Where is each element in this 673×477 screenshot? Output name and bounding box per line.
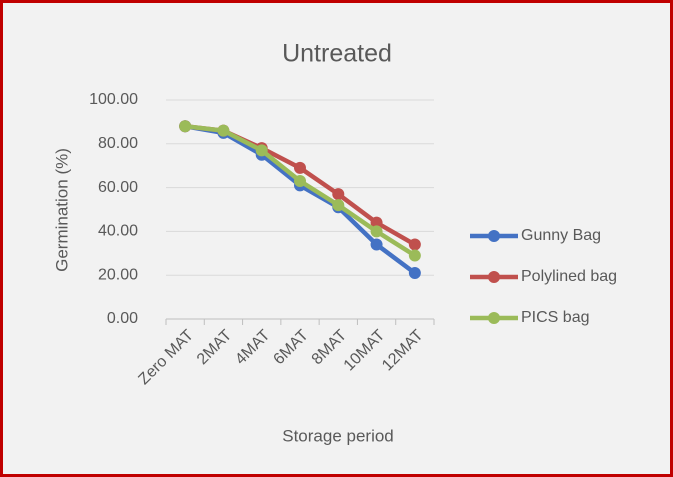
point <box>332 199 345 212</box>
y-tick-label: 100.00 <box>89 91 138 108</box>
point <box>370 238 383 251</box>
x-axis-label: Storage period <box>282 426 394 445</box>
point <box>408 249 421 262</box>
legend-marker <box>488 271 500 283</box>
y-tick-label: 20.00 <box>98 266 138 283</box>
legend-label: Polylined bag <box>521 268 617 285</box>
y-tick-label: 80.00 <box>98 135 138 152</box>
point <box>294 175 306 188</box>
point <box>255 144 268 157</box>
point <box>332 188 345 201</box>
point <box>217 124 230 137</box>
point <box>294 161 306 174</box>
y-tick-label: 0.00 <box>107 310 138 327</box>
point <box>179 120 192 133</box>
y-tick-label: 60.00 <box>98 179 138 196</box>
point <box>408 267 421 280</box>
point <box>370 216 383 229</box>
chart-title: Untreated <box>282 40 392 68</box>
legend-marker <box>488 230 500 242</box>
y-axis-label: Germination (%) <box>52 148 71 272</box>
legend-label: Gunny Bag <box>521 227 601 244</box>
point <box>408 238 421 251</box>
y-tick-label: 40.00 <box>98 223 138 240</box>
legend-marker <box>488 312 500 324</box>
legend-label: PICS bag <box>521 309 589 326</box>
point <box>370 225 383 238</box>
